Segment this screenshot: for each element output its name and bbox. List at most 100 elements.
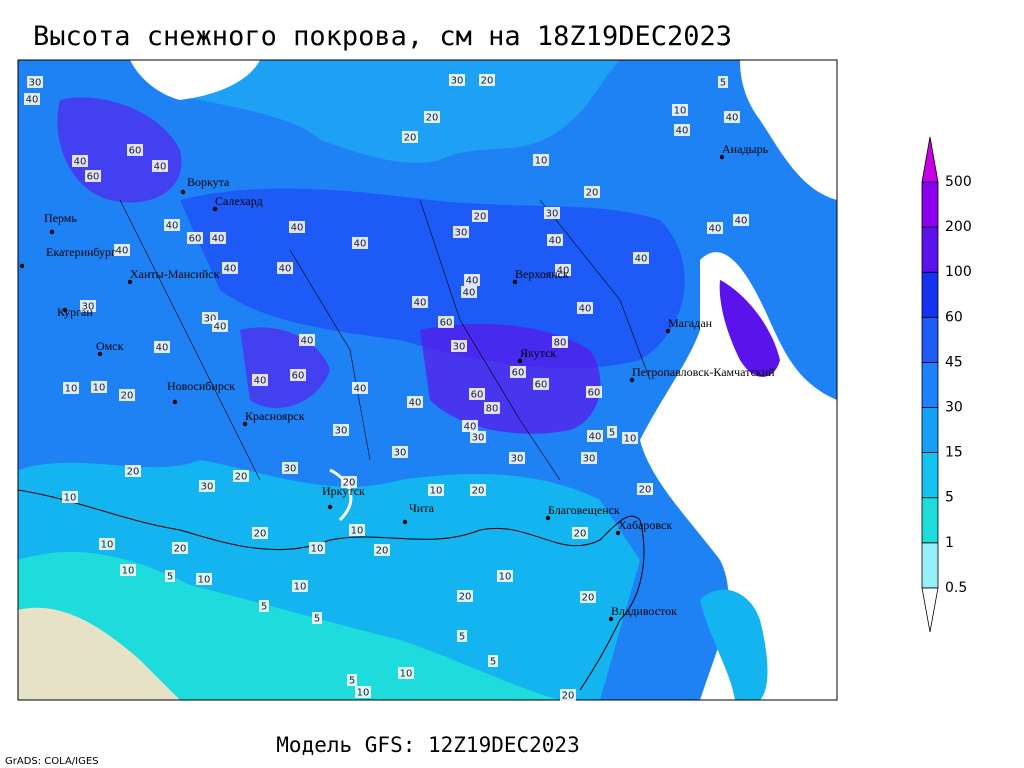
contour-label-box	[533, 154, 549, 166]
contour-label: 40	[726, 113, 739, 124]
contour-label-box	[91, 381, 107, 393]
contour-label-box	[212, 320, 228, 332]
contour-label-box	[428, 484, 444, 496]
contour-label: 40	[279, 264, 292, 275]
contour-label: 40	[676, 126, 689, 137]
colorbar-segment	[921, 316, 939, 363]
colorbar-label: 0.5	[945, 580, 967, 596]
contour-label-box	[290, 369, 306, 381]
colorbar-segment	[921, 497, 939, 544]
contour-label-box	[259, 600, 269, 612]
city-dot	[327, 504, 333, 510]
border	[579, 519, 645, 691]
contour-label: 10	[65, 384, 78, 395]
contour-label-box	[222, 262, 238, 274]
contour-label: 10	[357, 688, 370, 699]
contour-label-box	[580, 591, 596, 603]
contour-label: 40	[589, 432, 602, 443]
contour-label-box	[733, 214, 749, 226]
region-purple	[240, 327, 330, 409]
contour-label: 10	[430, 486, 443, 497]
contour-label: 60	[471, 390, 484, 401]
admin-border	[119, 199, 651, 481]
contour-label: 40	[409, 398, 422, 409]
contour-label: 30	[451, 76, 464, 87]
contour-label-box	[352, 382, 368, 394]
japan	[700, 589, 768, 700]
contour-label: 40	[224, 264, 237, 275]
contour-label-box	[581, 452, 597, 464]
contour-label-box	[424, 111, 440, 123]
contour-label-box	[412, 296, 428, 308]
contour-label: 30	[335, 426, 348, 437]
contour-label-box	[462, 420, 478, 432]
map-frame	[17, 59, 838, 701]
city-label: Салехард	[215, 194, 263, 208]
contour-label: 40	[154, 162, 167, 173]
contour-label: 40	[735, 216, 748, 227]
contour-label-box	[292, 580, 308, 592]
contour-label-box	[119, 389, 135, 401]
map-area	[18, 60, 837, 700]
city-label: Владивосток	[611, 604, 677, 618]
contour-label: 10	[311, 544, 324, 555]
city-label: Омск	[96, 339, 124, 353]
contour-label: 30	[453, 342, 466, 353]
contour-label-box	[127, 144, 143, 156]
city-label: Пермь	[44, 211, 77, 225]
contour-label: 20	[474, 212, 487, 223]
contour-label-box	[560, 689, 576, 701]
contour-label: 5	[490, 657, 496, 668]
contour-label-box	[484, 402, 500, 414]
contour-label-box	[572, 527, 588, 539]
colorbar-label: 30	[945, 400, 963, 416]
colorbar-segment	[921, 452, 939, 499]
contour-label-box	[289, 221, 305, 233]
contour-label-box	[120, 564, 136, 576]
credit: GrADS: COLA/IGES	[5, 756, 99, 767]
contour-label-box	[544, 207, 560, 219]
contour-label-box	[233, 470, 249, 482]
contour-label-box	[347, 674, 357, 686]
contour-label-box	[333, 424, 349, 436]
contour-label-box	[587, 430, 603, 442]
contour-label-box	[586, 386, 602, 398]
colorbar-segment	[921, 542, 939, 589]
contour-label: 40	[464, 422, 477, 433]
contour-label-box	[63, 382, 79, 394]
contour-label: 40	[354, 384, 367, 395]
colorbar-segment	[921, 181, 939, 228]
contour-label: 30	[511, 454, 524, 465]
contour-label-box	[510, 366, 526, 378]
contour-label-box	[469, 388, 485, 400]
contour-label: 30	[82, 302, 95, 313]
contour-label-box	[479, 74, 495, 86]
contour-label-box	[352, 237, 368, 249]
city-dot	[127, 279, 133, 285]
contour-label-box	[349, 524, 365, 536]
pacific	[640, 252, 837, 700]
contour-label-box	[62, 491, 78, 503]
contour-label-box	[125, 465, 141, 477]
contour-label: 10	[198, 575, 211, 586]
contour-label: 30	[546, 209, 559, 220]
contour-label-box	[277, 262, 293, 274]
contour-label-box	[165, 570, 175, 582]
colorbar-segment	[921, 587, 939, 632]
contour-label: 20	[343, 478, 356, 489]
contour-label-box	[457, 630, 467, 642]
contour-label: 40	[301, 336, 314, 347]
contour-label-box	[672, 104, 688, 116]
contour-label-box	[637, 483, 653, 495]
contour-label: 5	[167, 572, 173, 583]
city-dot	[615, 530, 621, 536]
contour-label: 5	[349, 676, 355, 687]
city-label: Иркутск	[322, 484, 365, 498]
contour-label-box	[99, 538, 115, 550]
region-cyan	[18, 551, 560, 700]
contour-label: 5	[609, 428, 615, 439]
contour-label: 40	[116, 246, 129, 257]
contour-label: 40	[156, 343, 169, 354]
contour-label: 80	[486, 404, 499, 415]
city-dot	[629, 377, 635, 383]
